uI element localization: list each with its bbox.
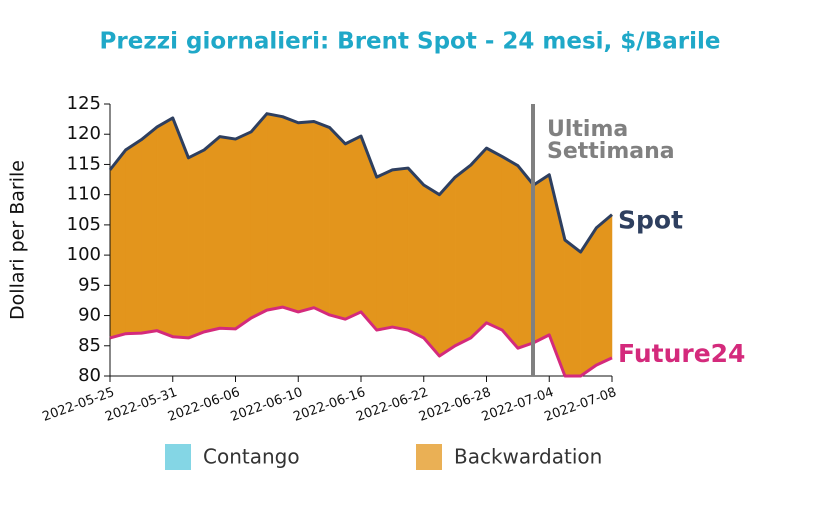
y-tick-label: 90 — [78, 305, 101, 326]
spread-area — [250, 113, 268, 319]
spread-area — [203, 136, 221, 333]
y-tick-label: 80 — [78, 365, 101, 386]
y-tick-label: 125 — [67, 93, 101, 114]
spread-area — [109, 149, 126, 339]
legend-label: Contango — [203, 445, 300, 469]
spread-area — [360, 135, 377, 331]
y-tick-label: 105 — [67, 214, 101, 235]
legend-label: Backwardation — [454, 445, 602, 469]
spread-area — [596, 214, 613, 366]
x-tick-label: 2022-07-08 — [542, 385, 618, 425]
spread-area — [439, 176, 456, 357]
spread-area — [533, 174, 550, 344]
y-tick-label: 120 — [67, 123, 101, 144]
y-tick-label: 95 — [78, 274, 101, 295]
spread-area — [345, 135, 362, 320]
annotation-text: Settimana — [547, 139, 675, 164]
spread-area — [266, 113, 283, 311]
series-line — [109, 305, 613, 378]
y-tick-label: 100 — [67, 244, 101, 265]
spread-area — [125, 139, 142, 334]
y-axis-label: Dollari per Barile — [7, 160, 29, 320]
spread-area — [188, 149, 205, 339]
spread-area — [141, 126, 158, 334]
spread-area — [156, 117, 173, 338]
chart-title: Prezzi giornalieri: Brent Spot - 24 mesi… — [100, 29, 721, 55]
spread-area — [376, 169, 393, 331]
spread-area — [282, 116, 299, 313]
spread-area — [235, 131, 252, 330]
annotation-text: Ultima — [547, 117, 628, 142]
y-tick-label: 115 — [67, 153, 101, 174]
series-label: Future24 — [618, 339, 745, 368]
spread-area — [219, 136, 236, 330]
spread-area — [454, 164, 472, 347]
legend-swatch — [416, 444, 442, 470]
series-line — [108, 112, 613, 254]
spread-area — [486, 147, 503, 331]
spread-area — [392, 167, 409, 331]
spread-area — [313, 121, 330, 316]
spread-area — [329, 126, 346, 320]
spread-area — [470, 147, 487, 339]
series-label: Spot — [618, 206, 683, 235]
spread-area — [564, 239, 581, 377]
legend-swatch — [165, 444, 191, 470]
spread-area — [298, 121, 315, 313]
spread-area — [423, 184, 440, 357]
y-tick-label: 110 — [67, 184, 101, 205]
spread-area — [407, 167, 424, 339]
y-tick-label: 85 — [78, 335, 101, 356]
spread-area — [501, 156, 519, 349]
